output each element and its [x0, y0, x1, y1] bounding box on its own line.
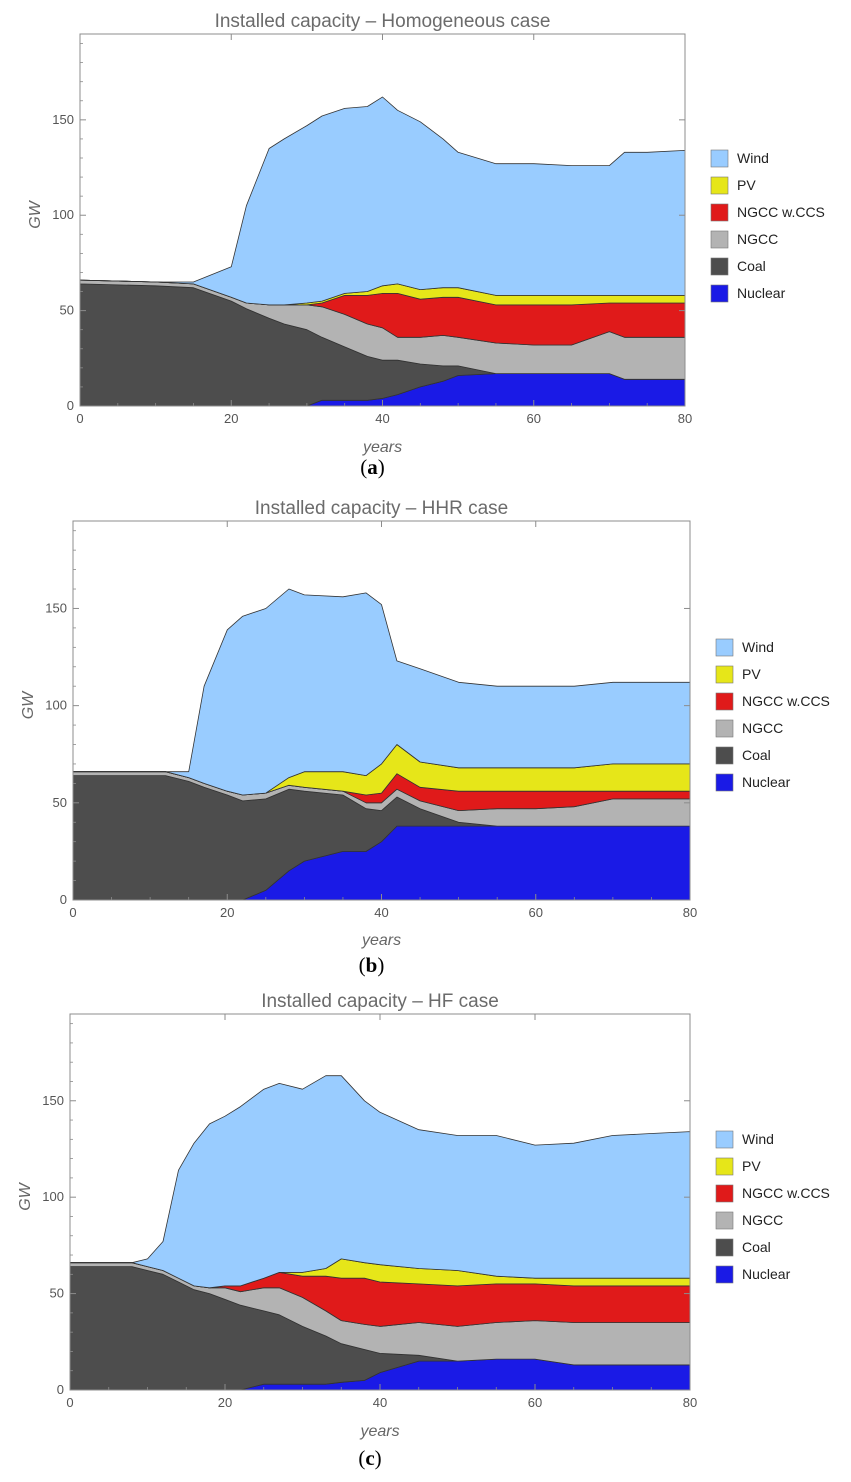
area-wind: [69, 1075, 691, 1289]
legend-swatch-wind: [715, 1130, 734, 1149]
legend-swatch-ngcc: [710, 230, 729, 249]
legend-label: Nuclear: [742, 774, 791, 790]
legend: Wind PV NGCC w.CCS NGCC Coal Nuclear: [715, 638, 830, 792]
y-axis-label: GW: [20, 690, 37, 719]
legend-label: Wind: [737, 150, 769, 166]
legend-swatch-pv: [710, 176, 729, 195]
legend-label: NGCC: [742, 1212, 783, 1228]
legend-swatch-ngcc-w-ccs: [715, 1184, 734, 1203]
x-tick-label: 60: [527, 411, 541, 426]
legend-swatch-ngcc: [715, 1211, 734, 1230]
x-tick-label: 20: [218, 1395, 232, 1410]
x-tick-label: 80: [678, 411, 692, 426]
legend-swatch-nuclear: [715, 1265, 734, 1284]
legend-label: Coal: [742, 747, 771, 763]
legend-swatch-coal: [710, 257, 729, 276]
legend-swatch-coal: [715, 746, 734, 765]
x-tick-label: 60: [528, 1395, 542, 1410]
y-tick-label: 50: [53, 795, 67, 810]
area-wind: [72, 588, 691, 796]
legend-label: PV: [742, 666, 761, 682]
legend-swatch-coal: [715, 1238, 734, 1257]
x-tick-label: 0: [66, 1395, 73, 1410]
y-tick-label: 50: [50, 1286, 64, 1301]
legend-label: PV: [737, 177, 756, 193]
x-axis-label: years: [362, 439, 402, 456]
legend-label: NGCC w.CCS: [742, 693, 830, 709]
legend-label: Nuclear: [737, 285, 786, 301]
x-tick-label: 20: [220, 905, 234, 920]
y-tick-label: 150: [42, 1093, 64, 1108]
legend-swatch-ngcc-w-ccs: [710, 203, 729, 222]
x-tick-label: 40: [374, 905, 388, 920]
legend-label: Nuclear: [742, 1266, 791, 1282]
x-tick-label: 40: [375, 411, 389, 426]
legend-swatch-ngcc-w-ccs: [715, 692, 734, 711]
legend-swatch-nuclear: [710, 284, 729, 303]
chart-panel-c: Installed capacity – HF case 0 20 40 60 80 0 50…: [17, 991, 830, 1470]
y-tick-label: 100: [42, 1189, 64, 1204]
legend-label: Wind: [742, 1131, 774, 1147]
legend-swatch-wind: [715, 638, 734, 657]
x-tick-label: 60: [529, 905, 543, 920]
x-tick-label: 20: [224, 411, 238, 426]
y-tick-label: 50: [60, 303, 74, 318]
chart-title: Installed capacity – HF case: [261, 991, 499, 1012]
y-axis-label: GW: [17, 1181, 34, 1210]
legend-label: NGCC: [737, 231, 778, 247]
y-tick-label: 0: [57, 1382, 64, 1397]
chart-title: Installed capacity – Homogeneous case: [215, 11, 551, 32]
y-tick-label: 150: [45, 600, 67, 615]
x-tick-label: 40: [373, 1395, 387, 1410]
y-tick-label: 0: [67, 398, 74, 413]
y-tick-label: 100: [52, 207, 74, 222]
legend-swatch-pv: [715, 665, 734, 684]
x-axis-label: years: [361, 932, 401, 949]
x-tick-label: 0: [76, 411, 83, 426]
panel-caption: (b): [359, 953, 385, 977]
legend-label: NGCC w.CCS: [737, 204, 825, 220]
y-tick-label: 100: [45, 698, 67, 713]
y-tick-label: 150: [52, 112, 74, 127]
chart-panel-b: Installed capacity – HHR case 0 20 40 60 80 0 5…: [20, 498, 830, 977]
legend: Wind PV NGCC w.CCS NGCC Coal Nuclear: [715, 1130, 830, 1284]
legend-swatch-nuclear: [715, 773, 734, 792]
panel-caption: (c): [358, 1446, 381, 1470]
y-tick-label: 0: [60, 892, 67, 907]
legend-label: PV: [742, 1158, 761, 1174]
legend-label: Coal: [737, 258, 766, 274]
legend-label: NGCC w.CCS: [742, 1185, 830, 1201]
chart-panel-a: Installed capacity – Homogeneous case 0 20…: [27, 11, 825, 479]
legend-label: Coal: [742, 1239, 771, 1255]
x-axis-label: years: [359, 1423, 399, 1440]
area-wind: [79, 96, 686, 306]
legend-label: NGCC: [742, 720, 783, 736]
legend-swatch-wind: [710, 149, 729, 168]
legend: Wind PV NGCC w.CCS NGCC Coal Nuclear: [710, 149, 825, 303]
x-tick-label: 80: [683, 905, 697, 920]
panel-caption: (a): [360, 455, 385, 479]
y-axis-label: GW: [27, 199, 44, 228]
legend-label: Wind: [742, 639, 774, 655]
x-tick-label: 80: [683, 1395, 697, 1410]
x-tick-label: 0: [69, 905, 76, 920]
chart-title: Installed capacity – HHR case: [255, 498, 508, 519]
legend-swatch-ngcc: [715, 719, 734, 738]
legend-swatch-pv: [715, 1157, 734, 1176]
